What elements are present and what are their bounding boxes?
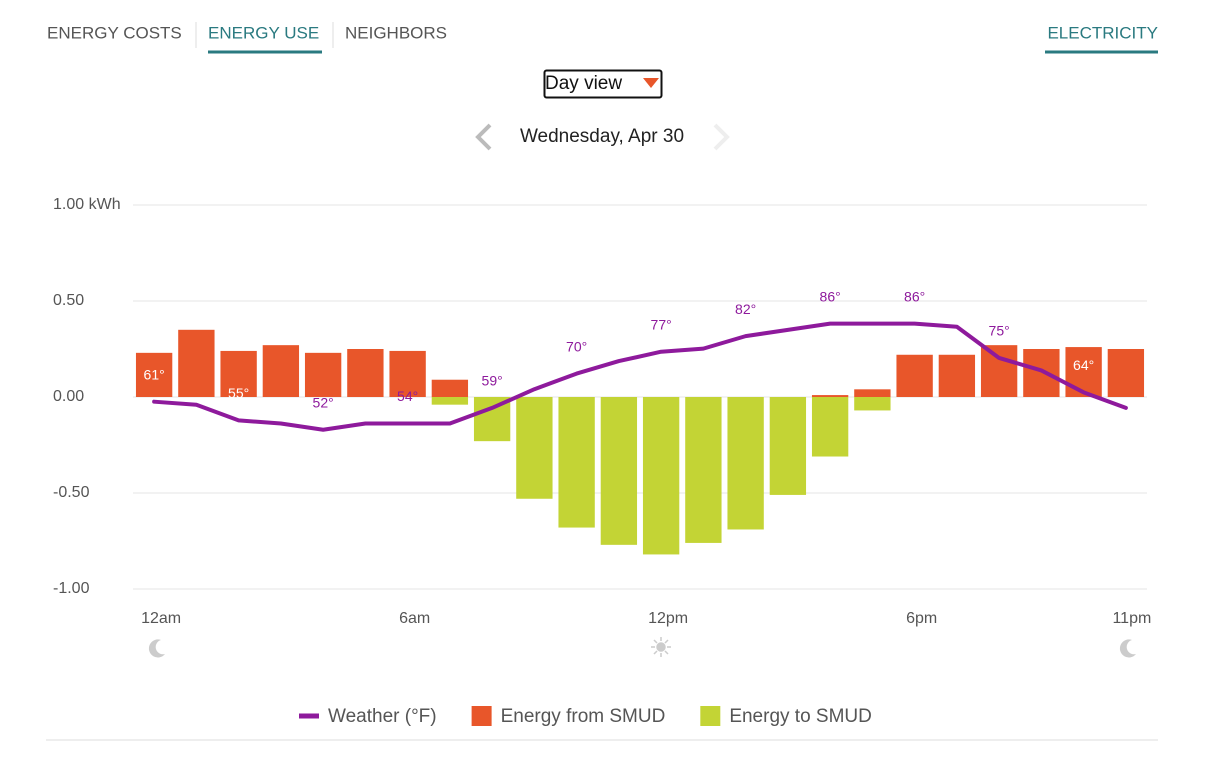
bar [262,345,300,397]
date: Wednesday, Apr 30 [520,126,684,147]
moon-icon [1119,639,1136,658]
bar [1065,347,1102,397]
y-tick-label: 0.50 [53,292,84,309]
view-select[interactable] [543,69,663,99]
bar [980,345,1018,397]
tab[interactable]: ENERGY COSTS [47,23,182,42]
bar [685,397,722,543]
tab-active[interactable]: ENERGY USE [208,23,319,42]
weather-label: 70° [566,338,587,354]
tab-electricity[interactable]: ELECTRICITY [1047,23,1158,42]
weather-label: 59° [482,373,503,389]
bar [1107,349,1145,397]
weather-label: 52° [313,394,334,410]
weather-label: 77° [651,316,672,332]
bar [600,397,638,545]
x-tick-label: 11pm [1112,610,1151,627]
legend-label: Energy from SMUD [501,706,666,727]
bar [431,379,469,397]
y-tick-label: 0.00 [53,388,84,405]
y-tick-label: -0.50 [53,484,90,501]
bar [135,352,173,397]
tab[interactable]: NEIGHBORS [345,23,447,42]
bar [389,350,426,397]
bar [854,389,891,397]
prev-day[interactable] [475,123,492,151]
view-select-label: Day view [545,73,622,94]
weather-label: 55° [228,385,249,401]
bar [347,349,384,397]
weather-line [152,321,1128,432]
next-day[interactable] [713,123,730,151]
plot: -1.00 -0.50 0.00 0.50 1.00 kWh 12am 6am 12pm 6pm… [53,196,1151,727]
dropdown-arrow [643,78,659,88]
x-tick-label: 12pm [648,610,688,627]
bar [178,329,215,397]
y-tick-label: 1.00 kWh [53,196,121,213]
bar [304,352,342,397]
bar [220,350,257,397]
x-tick-label: 12am [141,610,181,627]
weather-label: 64° [1073,357,1094,373]
weather-label: 61° [144,366,165,382]
bar [1023,349,1060,397]
bar [516,397,553,499]
bar [431,397,469,405]
weather-label: 86° [904,288,925,304]
weather-label: 54° [397,388,418,404]
legend-swatch [700,706,721,726]
bar [811,395,849,397]
bar [896,354,933,397]
sun-icon [651,637,671,657]
bar [811,397,849,457]
y-tick-label: -1.00 [53,580,90,597]
legend-label: Weather (°F) [328,706,437,727]
weather-label: 82° [735,301,756,317]
bar [558,397,595,528]
bar [854,397,891,411]
bar [642,397,680,555]
bar [769,397,807,495]
bar [727,397,764,530]
moon-icon [148,639,165,658]
weather-label: 75° [989,323,1010,339]
legend-swatch [471,706,492,726]
bar [938,354,976,397]
weather-label: 86° [820,288,841,304]
x-tick-label: 6pm [906,610,937,627]
x-tick-label: 6am [399,610,430,627]
legend-label: Energy to SMUD [729,706,872,727]
